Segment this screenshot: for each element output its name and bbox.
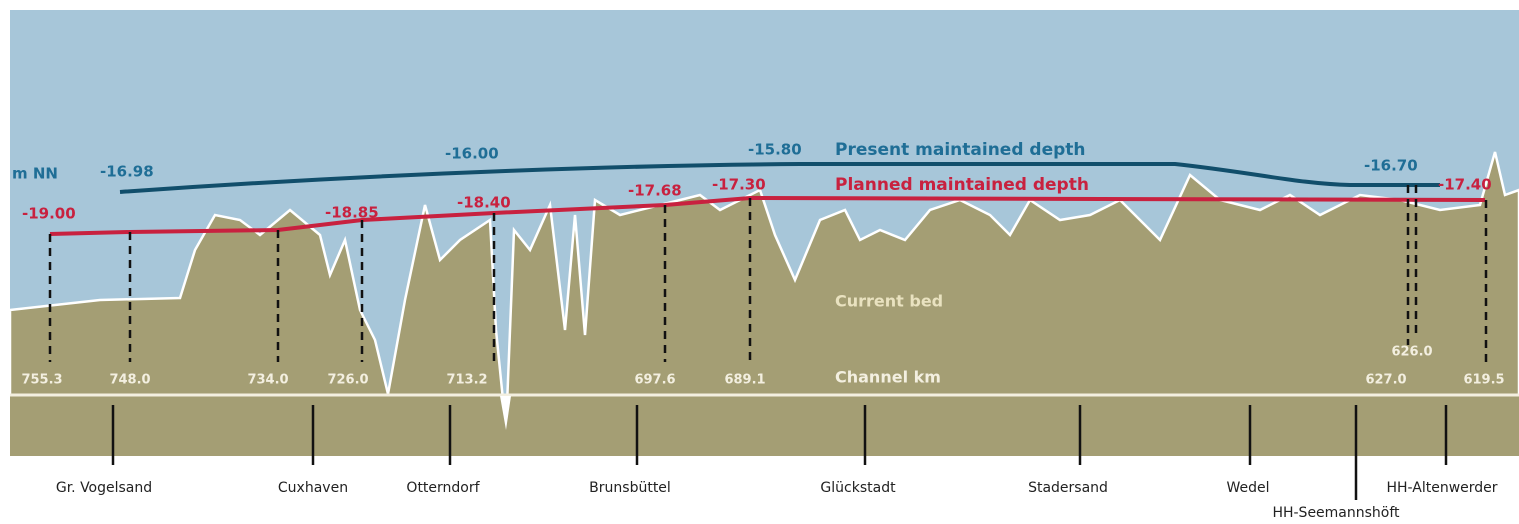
present-depth: -16.00 bbox=[445, 145, 499, 163]
place-label: Glückstadt bbox=[820, 480, 896, 496]
channel-label: Channel km bbox=[835, 368, 941, 387]
planned-depth-line bbox=[49, 195, 1486, 236]
place-label: Cuxhaven bbox=[278, 480, 348, 496]
place-label: Wedel bbox=[1226, 480, 1269, 496]
km-label: 748.0 bbox=[109, 373, 150, 388]
place-label: Otterndorf bbox=[406, 480, 480, 496]
km-label: 713.2 bbox=[446, 373, 487, 388]
present-depth: -16.98 bbox=[100, 163, 154, 181]
km-label: 619.5 bbox=[1463, 373, 1504, 388]
channel-band bbox=[10, 396, 1519, 456]
bed-label: Current bed bbox=[835, 292, 943, 311]
planned-label: Planned maintained depth bbox=[835, 175, 1089, 195]
place-label: Brunsbüttel bbox=[589, 480, 671, 496]
place-ticks bbox=[111, 405, 1448, 500]
planned-depth: -19.00 bbox=[22, 205, 76, 223]
present-depth: -15.80 bbox=[748, 141, 802, 159]
axis-label: m NN bbox=[12, 165, 58, 183]
present-label: Present maintained depth bbox=[835, 140, 1086, 160]
km-markers bbox=[48, 185, 1488, 362]
km-label: 734.0 bbox=[247, 373, 288, 388]
present-depth-line bbox=[119, 162, 1440, 194]
place-label: Stadersand bbox=[1028, 480, 1108, 496]
km-label: 627.0 bbox=[1365, 373, 1406, 388]
planned-depth: -17.40 bbox=[1438, 176, 1492, 194]
km-label: 626.0 bbox=[1391, 345, 1432, 360]
planned-depth: -18.85 bbox=[325, 204, 379, 222]
present-depth: -16.70 bbox=[1364, 157, 1418, 175]
planned-depth: -17.68 bbox=[628, 182, 682, 200]
place-label: HH-Seemannshöft bbox=[1272, 505, 1400, 521]
bed-dip bbox=[500, 396, 511, 430]
km-label: 755.3 bbox=[21, 373, 62, 388]
km-label: 689.1 bbox=[724, 373, 765, 388]
place-label: HH-Altenwerder bbox=[1386, 480, 1497, 496]
planned-depth: -17.30 bbox=[712, 176, 766, 194]
km-label: 697.6 bbox=[634, 373, 675, 388]
planned-depth: -18.40 bbox=[457, 194, 511, 212]
place-label: Gr. Vogelsand bbox=[56, 480, 152, 496]
km-label: 726.0 bbox=[327, 373, 368, 388]
